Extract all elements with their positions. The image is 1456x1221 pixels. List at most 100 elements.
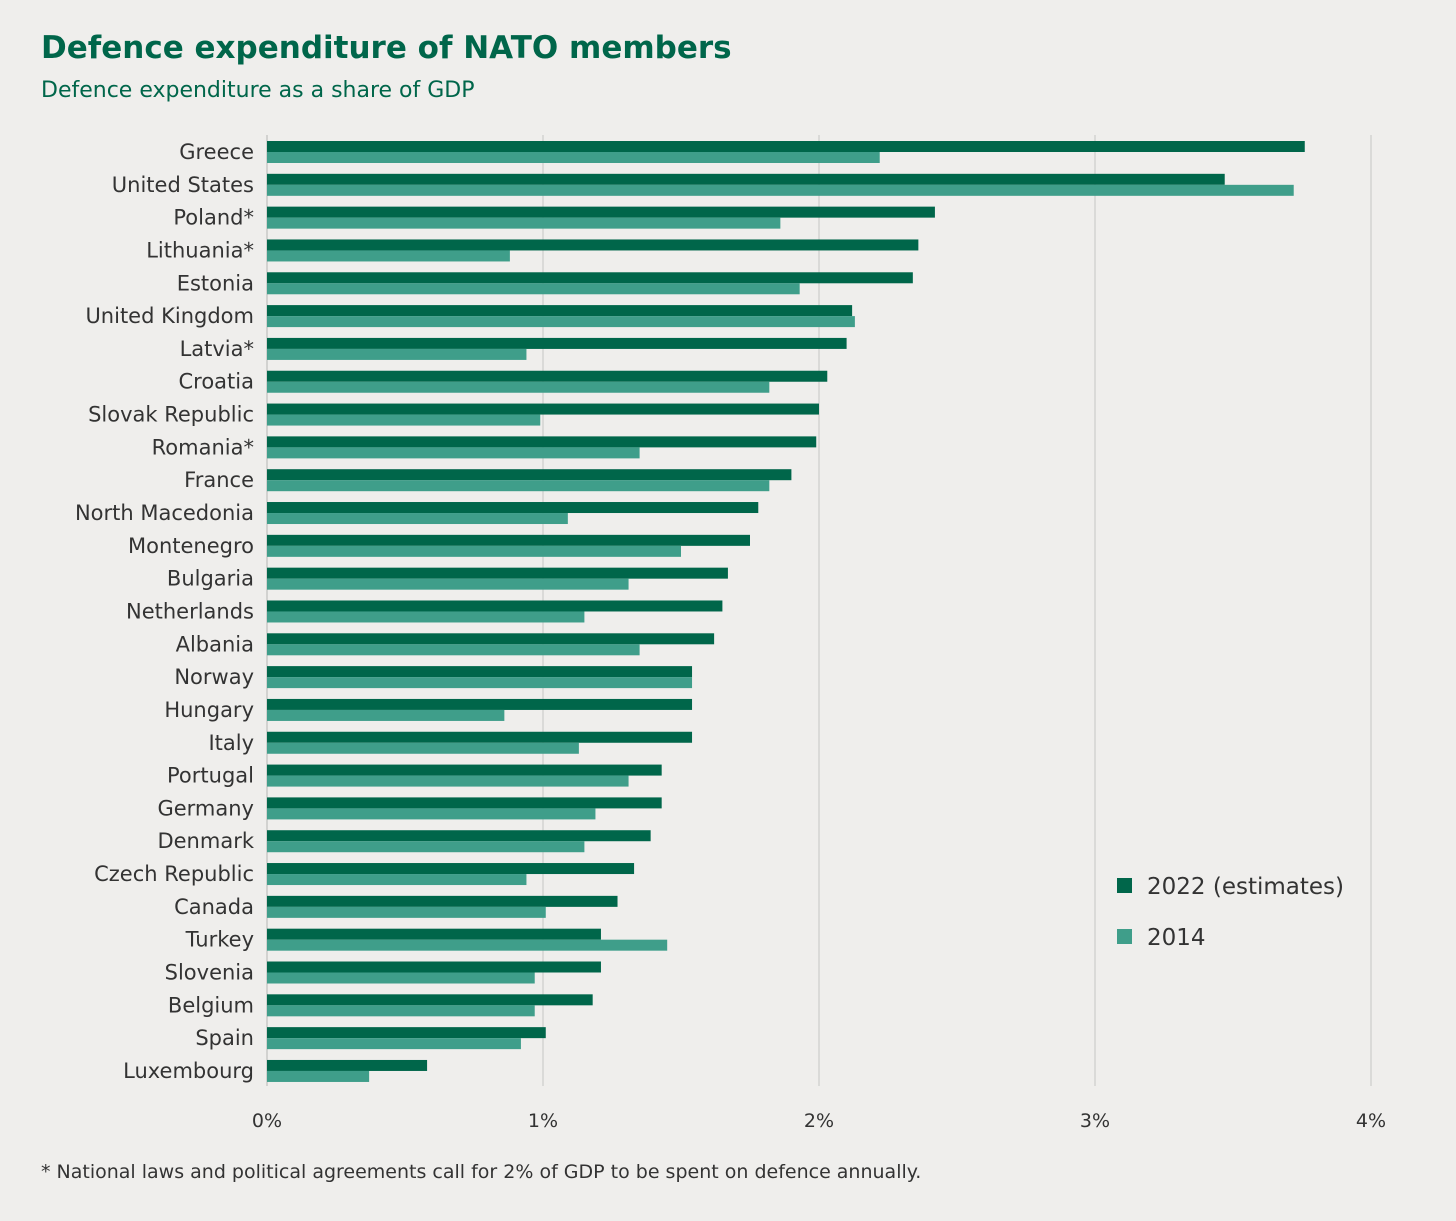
- bar-2022: [267, 1027, 546, 1039]
- bar-2014: [267, 348, 527, 360]
- bar-2014: [267, 578, 629, 590]
- bar-2022: [267, 469, 792, 481]
- bar-2022: [267, 994, 593, 1006]
- bar-2022: [267, 534, 750, 546]
- bar-2022: [267, 961, 601, 973]
- category-label: Romania*: [152, 435, 254, 459]
- bar-2022: [267, 305, 853, 317]
- x-tick-label: 2%: [804, 1110, 834, 1132]
- bar-2014: [267, 841, 585, 853]
- bar-2014: [267, 709, 505, 721]
- x-tick-label: 4%: [1356, 1110, 1386, 1132]
- bar-2014: [267, 644, 640, 656]
- category-label: Montenegro: [128, 534, 254, 558]
- bar-2022: [267, 797, 662, 809]
- bar-2014: [267, 217, 781, 229]
- bar-2022: [267, 1059, 428, 1071]
- bar-2014: [267, 808, 596, 820]
- legend-swatch: [1117, 878, 1132, 893]
- bar-2014: [267, 250, 510, 262]
- bar-2022: [267, 403, 819, 415]
- category-label: Canada: [174, 895, 254, 919]
- category-label: Poland*: [173, 206, 254, 230]
- bar-2014: [267, 939, 668, 951]
- bar-2022: [267, 141, 1305, 152]
- x-tick-label: 3%: [1080, 1110, 1110, 1132]
- category-label: Turkey: [185, 928, 254, 952]
- bar-2014: [267, 677, 693, 689]
- bar-2014: [267, 480, 770, 492]
- bar-2022: [267, 567, 728, 579]
- x-tick-label: 0%: [252, 1110, 282, 1132]
- bar-2014: [267, 1038, 521, 1050]
- category-label: Norway: [174, 665, 254, 689]
- chart-subtitle: Defence expenditure as a share of GDP: [41, 78, 475, 103]
- bar-2014: [267, 972, 535, 984]
- bar-2022: [267, 436, 817, 448]
- bar-2022: [267, 206, 935, 218]
- bar-2022: [267, 863, 635, 875]
- bar-2014: [267, 545, 681, 557]
- bar-2022: [267, 239, 919, 251]
- category-label: Estonia: [177, 271, 254, 295]
- bar-2014: [267, 611, 585, 623]
- category-label: Netherlands: [126, 599, 254, 623]
- bar-2014: [267, 414, 541, 426]
- bar-2022: [267, 600, 723, 612]
- bar-2014: [267, 874, 527, 886]
- bar-2014: [267, 513, 568, 525]
- category-label: Slovenia: [165, 961, 254, 985]
- category-label: Belgium: [168, 993, 254, 1017]
- category-label: Portugal: [167, 764, 254, 788]
- category-label: Greece: [179, 140, 254, 164]
- legend-label: 2022 (estimates): [1147, 874, 1344, 900]
- bar-2022: [267, 272, 913, 284]
- bar-2014: [267, 381, 770, 393]
- category-label: North Macedonia: [75, 501, 254, 525]
- bar-2022: [267, 698, 693, 710]
- x-tick-label: 1%: [528, 1110, 558, 1132]
- category-label: United States: [112, 173, 254, 197]
- bar-2022: [267, 502, 759, 514]
- category-label: Lithuania*: [146, 238, 254, 262]
- category-label: Spain: [195, 1026, 254, 1050]
- category-label: Germany: [157, 796, 254, 820]
- category-label: Italy: [208, 731, 254, 755]
- bar-2022: [267, 895, 618, 907]
- bar-2022: [267, 666, 693, 678]
- chart-title: Defence expenditure of NATO members: [41, 30, 732, 66]
- category-label: Denmark: [157, 829, 254, 853]
- bar-2022: [267, 370, 828, 382]
- bar-2014: [267, 316, 855, 328]
- legend-swatch: [1117, 929, 1132, 944]
- bar-2022: [267, 173, 1225, 185]
- category-label: Slovak Republic: [88, 403, 254, 427]
- bar-2022: [267, 764, 662, 776]
- bar-2014: [267, 742, 579, 754]
- bar-2014: [267, 283, 800, 295]
- category-label: Bulgaria: [167, 567, 254, 591]
- category-label: Albania: [176, 632, 254, 656]
- category-label: Latvia*: [180, 337, 254, 361]
- category-label: United Kingdom: [85, 304, 254, 328]
- bar-2022: [267, 633, 715, 645]
- bar-2014: [267, 775, 629, 787]
- bar-2014: [267, 1005, 535, 1017]
- category-label: France: [184, 468, 254, 492]
- bar-2022: [267, 337, 847, 349]
- bar-2014: [267, 152, 880, 163]
- bar-2022: [267, 830, 651, 842]
- bar-2014: [267, 184, 1294, 196]
- legend-label: 2014: [1147, 925, 1206, 951]
- footnote: * National laws and political agreements…: [41, 1161, 922, 1183]
- bar-2022: [267, 928, 601, 940]
- bar-2014: [267, 906, 546, 918]
- bar-2022: [267, 731, 693, 743]
- bar-2014: [267, 1070, 370, 1082]
- category-label: Luxembourg: [123, 1059, 254, 1083]
- category-label: Croatia: [179, 370, 255, 394]
- category-label: Czech Republic: [94, 862, 254, 886]
- bar-2014: [267, 447, 640, 459]
- category-label: Hungary: [164, 698, 254, 722]
